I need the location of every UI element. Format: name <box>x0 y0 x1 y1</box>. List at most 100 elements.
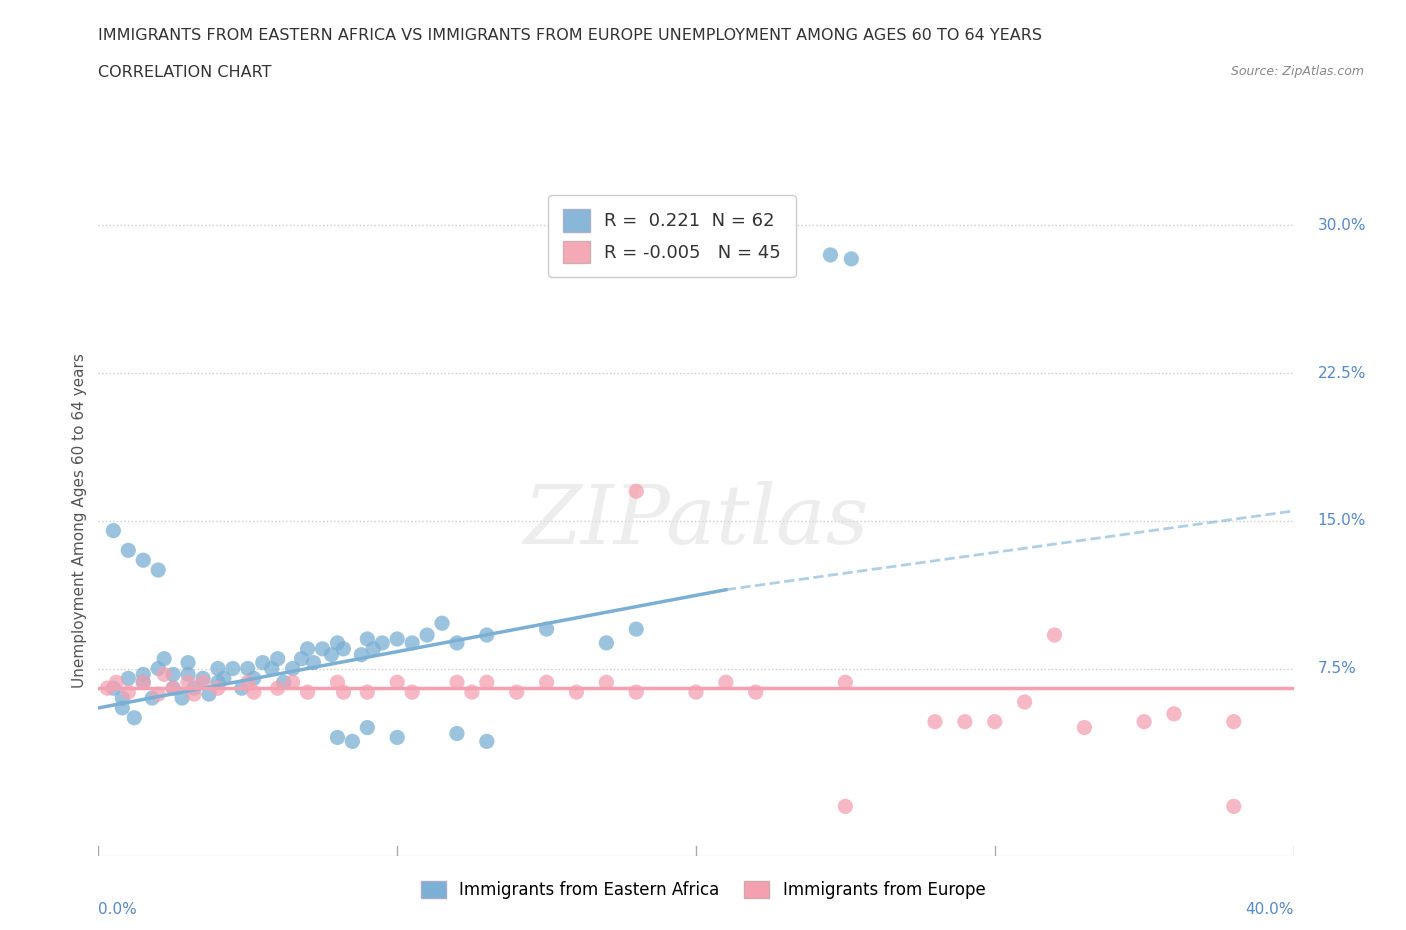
Point <box>162 681 184 696</box>
Point <box>191 671 214 685</box>
Point <box>624 484 647 498</box>
Point <box>624 684 647 699</box>
Point <box>475 675 498 690</box>
Point <box>290 651 312 666</box>
Point <box>302 655 325 670</box>
Point <box>281 675 304 690</box>
Point <box>475 734 498 749</box>
Point <box>260 661 283 676</box>
Point <box>834 799 856 814</box>
Point <box>321 647 343 662</box>
Point <box>212 671 235 685</box>
Point <box>132 675 155 690</box>
Point <box>416 628 439 643</box>
Point <box>117 543 139 558</box>
Point <box>820 247 842 262</box>
Text: 40.0%: 40.0% <box>1246 902 1294 918</box>
Point <box>297 642 319 657</box>
Point <box>297 684 319 699</box>
Point <box>595 675 617 690</box>
Point <box>953 714 976 729</box>
Text: 0.0%: 0.0% <box>98 902 138 918</box>
Point <box>326 675 349 690</box>
Point <box>385 675 409 690</box>
Point <box>685 684 707 699</box>
Point <box>745 684 768 699</box>
Point <box>1223 714 1246 729</box>
Point <box>162 681 184 696</box>
Point <box>714 675 737 690</box>
Point <box>311 642 333 657</box>
Point <box>103 681 125 696</box>
Point <box>565 684 588 699</box>
Point <box>153 651 176 666</box>
Point <box>924 714 946 729</box>
Point <box>243 671 266 685</box>
Text: 22.5%: 22.5% <box>1317 365 1365 380</box>
Text: Source: ZipAtlas.com: Source: ZipAtlas.com <box>1230 65 1364 78</box>
Point <box>252 655 274 670</box>
Point <box>177 655 200 670</box>
Point <box>96 681 118 696</box>
Point <box>148 686 170 701</box>
Point <box>342 734 364 749</box>
Point <box>172 691 194 706</box>
Text: 30.0%: 30.0% <box>1317 218 1365 232</box>
Point <box>281 661 304 676</box>
Text: CORRELATION CHART: CORRELATION CHART <box>98 65 271 80</box>
Point <box>111 700 134 715</box>
Y-axis label: Unemployment Among Ages 60 to 64 years: Unemployment Among Ages 60 to 64 years <box>72 353 87 688</box>
Point <box>198 686 221 701</box>
Text: 7.5%: 7.5% <box>1317 661 1357 676</box>
Point <box>117 671 139 685</box>
Point <box>385 730 409 745</box>
Point <box>117 684 139 699</box>
Point <box>446 726 468 741</box>
Point <box>243 684 266 699</box>
Point <box>401 684 423 699</box>
Point <box>267 681 290 696</box>
Point <box>1163 707 1185 722</box>
Point <box>183 686 205 701</box>
Point <box>371 635 394 650</box>
Point <box>332 642 354 657</box>
Point <box>536 675 558 690</box>
Legend: R =  0.221  N = 62, R = -0.005   N = 45: R = 0.221 N = 62, R = -0.005 N = 45 <box>548 195 796 277</box>
Point <box>841 251 863 266</box>
Point <box>624 621 647 636</box>
Point <box>536 621 558 636</box>
Point <box>356 684 378 699</box>
Point <box>332 684 354 699</box>
Point <box>1223 799 1246 814</box>
Point <box>153 667 176 682</box>
Text: ZIPatlas: ZIPatlas <box>523 481 869 561</box>
Point <box>267 651 290 666</box>
Point <box>207 675 229 690</box>
Point <box>177 667 200 682</box>
Point <box>363 642 385 657</box>
Point <box>222 661 245 676</box>
Point <box>236 661 259 676</box>
Point <box>177 675 200 690</box>
Point <box>132 667 155 682</box>
Point <box>141 691 163 706</box>
Point <box>111 691 134 706</box>
Point <box>183 681 205 696</box>
Text: 15.0%: 15.0% <box>1317 513 1365 528</box>
Point <box>103 524 125 538</box>
Point <box>385 631 409 646</box>
Point <box>236 675 259 690</box>
Point <box>1133 714 1156 729</box>
Point <box>326 635 349 650</box>
Point <box>506 684 529 699</box>
Point <box>446 675 468 690</box>
Point <box>207 681 229 696</box>
Point <box>148 563 170 578</box>
Point <box>326 730 349 745</box>
Point <box>1014 695 1036 710</box>
Point <box>207 661 229 676</box>
Point <box>350 647 373 662</box>
Point <box>446 635 468 650</box>
Point <box>191 675 214 690</box>
Point <box>430 616 453 631</box>
